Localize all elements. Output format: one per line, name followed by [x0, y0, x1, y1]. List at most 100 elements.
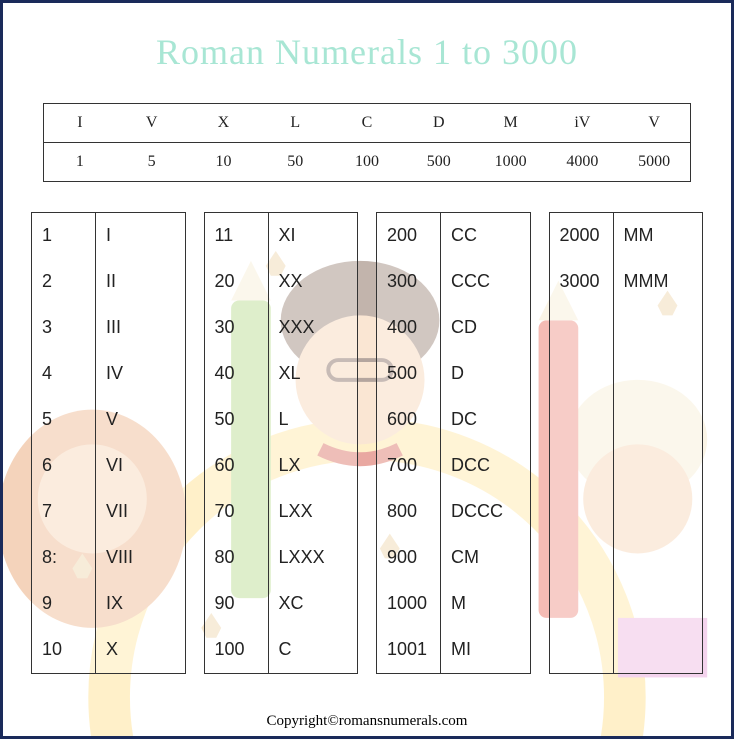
table-row: 800DCCC	[377, 489, 530, 535]
roman-cell: XL	[269, 351, 357, 397]
number-cell: 200	[377, 213, 441, 259]
roman-cell	[614, 443, 702, 489]
legend-value-cell: 1	[44, 143, 116, 181]
legend-value-cell: 100	[331, 143, 403, 181]
legend-symbol-cell: V	[116, 104, 188, 142]
table-row: 11XI	[205, 213, 358, 259]
table-row	[550, 581, 703, 627]
table-row: 30XXX	[205, 305, 358, 351]
roman-cell: VIII	[96, 535, 184, 581]
roman-cell: DCCC	[441, 489, 529, 535]
table-row	[550, 443, 703, 489]
copyright-text: Copyright©romansnumerals.com	[3, 713, 731, 730]
legend-symbols-row: IVXLCDMiVV	[44, 104, 690, 143]
legend-values-row: 151050100500100040005000	[44, 143, 690, 181]
table-row: 500D	[377, 351, 530, 397]
roman-cell: III	[96, 305, 184, 351]
roman-cell: VII	[96, 489, 184, 535]
roman-cell: CD	[441, 305, 529, 351]
page-title: Roman Numerals 1 to 3000	[3, 31, 731, 73]
number-cell: 40	[205, 351, 269, 397]
roman-cell: CM	[441, 535, 529, 581]
legend-value-cell: 5	[116, 143, 188, 181]
number-cell: 900	[377, 535, 441, 581]
table-row: 80LXXX	[205, 535, 358, 581]
table-row: 2000MM	[550, 213, 703, 259]
roman-cell: I	[96, 213, 184, 259]
table-row: 600DC	[377, 397, 530, 443]
table-row: 7VII	[32, 489, 185, 535]
table-row: 70LXX	[205, 489, 358, 535]
roman-cell: D	[441, 351, 529, 397]
roman-cell: DC	[441, 397, 529, 443]
roman-cell: IX	[96, 581, 184, 627]
number-cell: 1	[32, 213, 96, 259]
table-row: 60LX	[205, 443, 358, 489]
number-cell: 5	[32, 397, 96, 443]
table-row: 100C	[205, 627, 358, 673]
table-row: 400CD	[377, 305, 530, 351]
number-cell: 400	[377, 305, 441, 351]
roman-cell: VI	[96, 443, 184, 489]
roman-cell: MI	[441, 627, 529, 673]
roman-cell: X	[96, 627, 184, 673]
table-row: 90XC	[205, 581, 358, 627]
roman-cell: V	[96, 397, 184, 443]
number-cell: 800	[377, 489, 441, 535]
roman-cell	[614, 581, 702, 627]
number-cell: 500	[377, 351, 441, 397]
numeral-table: 200CC300CCC400CD500D600DC700DCC800DCCC90…	[376, 212, 531, 674]
legend-symbol-cell: V	[618, 104, 690, 142]
roman-cell	[614, 535, 702, 581]
legend-value-cell: 5000	[618, 143, 690, 181]
table-row: 300CCC	[377, 259, 530, 305]
roman-cell: C	[269, 627, 357, 673]
legend-value-cell: 10	[188, 143, 260, 181]
roman-cell: MM	[614, 213, 702, 259]
table-row: 5V	[32, 397, 185, 443]
number-cell	[550, 305, 614, 351]
roman-cell: L	[269, 397, 357, 443]
number-cell	[550, 443, 614, 489]
legend-symbol-cell: iV	[546, 104, 618, 142]
table-row: 1000M	[377, 581, 530, 627]
legend-symbol-cell: X	[188, 104, 260, 142]
number-cell: 9	[32, 581, 96, 627]
roman-cell: XI	[269, 213, 357, 259]
table-row	[550, 489, 703, 535]
legend-symbol-cell: C	[331, 104, 403, 142]
number-cell: 8:	[32, 535, 96, 581]
number-cell: 300	[377, 259, 441, 305]
number-cell: 4	[32, 351, 96, 397]
table-row: 20XX	[205, 259, 358, 305]
table-row: 700DCC	[377, 443, 530, 489]
table-row: 40XL	[205, 351, 358, 397]
legend-value-cell: 1000	[475, 143, 547, 181]
roman-cell: XX	[269, 259, 357, 305]
roman-cell: LX	[269, 443, 357, 489]
roman-cell: DCC	[441, 443, 529, 489]
number-cell: 3	[32, 305, 96, 351]
tables-container: 1I2II3III4IV5V6VI7VII8:VIII9IX10X11XI20X…	[3, 212, 731, 674]
number-cell	[550, 397, 614, 443]
number-cell	[550, 351, 614, 397]
roman-cell: II	[96, 259, 184, 305]
roman-cell	[614, 397, 702, 443]
roman-cell: LXXX	[269, 535, 357, 581]
table-row: 6VI	[32, 443, 185, 489]
number-cell: 1001	[377, 627, 441, 673]
legend-value-cell: 4000	[546, 143, 618, 181]
roman-cell: IV	[96, 351, 184, 397]
number-cell	[550, 581, 614, 627]
table-row: 9IX	[32, 581, 185, 627]
table-row: 2II	[32, 259, 185, 305]
legend-symbol-cell: I	[44, 104, 116, 142]
table-row	[550, 535, 703, 581]
number-cell	[550, 627, 614, 673]
number-cell: 20	[205, 259, 269, 305]
number-cell: 10	[32, 627, 96, 673]
number-cell: 60	[205, 443, 269, 489]
roman-cell: XC	[269, 581, 357, 627]
number-cell: 90	[205, 581, 269, 627]
number-cell: 2000	[550, 213, 614, 259]
